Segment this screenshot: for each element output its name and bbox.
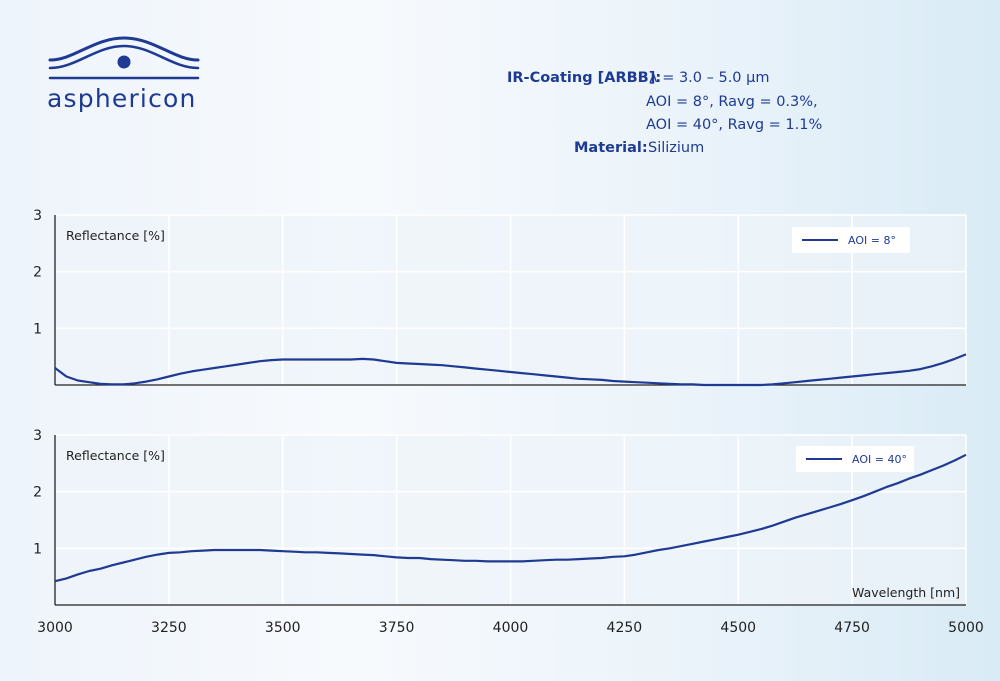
legend-label: AOI = 8° bbox=[848, 234, 896, 247]
legend: AOI = 8° bbox=[792, 227, 910, 253]
x-tick-label: 4500 bbox=[720, 620, 756, 636]
wave-eye-icon bbox=[48, 36, 200, 80]
y-tick-label: 1 bbox=[33, 321, 42, 337]
legend: AOI = 40° bbox=[796, 446, 914, 472]
brand-name: asphericon bbox=[47, 84, 197, 113]
x-tick-label: 4000 bbox=[493, 620, 529, 636]
x-axis-label: Wavelength [nm] bbox=[852, 585, 960, 600]
y-axis-label: Reflectance [%] bbox=[66, 228, 165, 243]
y-tick-label: 3 bbox=[33, 208, 42, 224]
series-line bbox=[54, 353, 967, 387]
x-tick-label: 4750 bbox=[834, 620, 870, 636]
chart-1: 1 2 3 Reflectance [%] AOI = 8° bbox=[33, 208, 967, 387]
x-tick-label: 3500 bbox=[265, 620, 301, 636]
coating-aoi8: AOI = 8°, Ravg = 0.3%, bbox=[646, 94, 818, 110]
x-tick-label: 3250 bbox=[151, 620, 187, 636]
coating-label: IR-Coating [ARBB]: bbox=[507, 70, 662, 86]
x-tick-label: 3000 bbox=[37, 620, 73, 636]
material-value: Silizium bbox=[648, 140, 705, 156]
y-tick-label: 2 bbox=[33, 265, 42, 281]
y-tick-label: 2 bbox=[33, 485, 42, 501]
coating-wavelength: λ = 3.0 – 5.0 µm bbox=[649, 70, 770, 86]
series-line bbox=[54, 453, 967, 583]
x-tick-label: 4250 bbox=[607, 620, 643, 636]
material-label: Material: bbox=[574, 140, 648, 156]
chart-2: 1 2 3 Reflectance [%] Wavelength [nm] 3000 325… bbox=[33, 428, 984, 636]
y-tick-label: 1 bbox=[33, 541, 42, 557]
y-axis-label: Reflectance [%] bbox=[66, 448, 165, 463]
legend-label: AOI = 40° bbox=[852, 453, 907, 466]
x-tick-label: 3750 bbox=[379, 620, 415, 636]
x-tick-label: 5000 bbox=[948, 620, 984, 636]
y-tick-label: 3 bbox=[33, 428, 42, 444]
coating-aoi40: AOI = 40°, Ravg = 1.1% bbox=[646, 117, 823, 133]
